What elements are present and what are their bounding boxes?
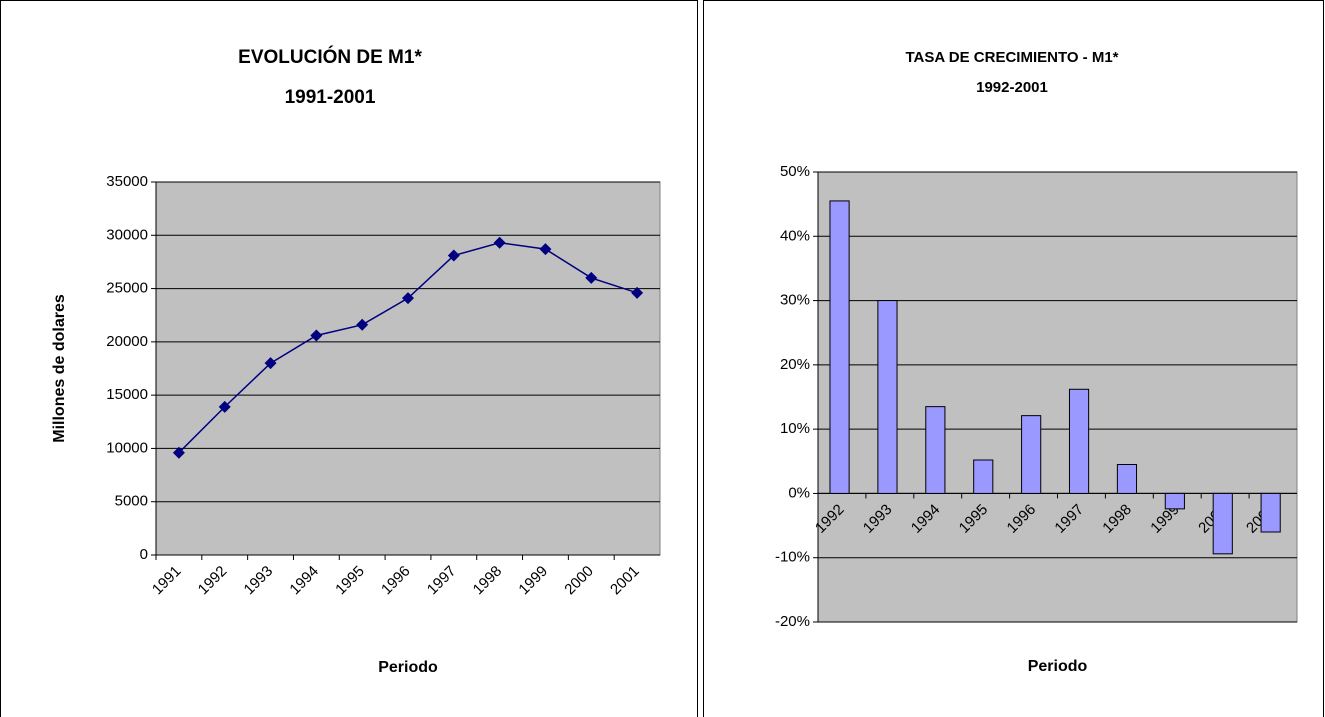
y-tick-label: -10% (775, 549, 810, 566)
y-tick-label: 50% (780, 163, 810, 180)
y-tick-label: 0 (140, 546, 148, 563)
bar (1164, 492, 1185, 510)
bar (1260, 492, 1281, 533)
marker (356, 318, 369, 331)
y-tick-label: 30% (780, 292, 810, 309)
x-axis-label: Periodo (378, 659, 438, 676)
y-tick-label: 30000 (106, 226, 148, 243)
y-tick-label: 35000 (106, 173, 148, 190)
y-tick-label: 10000 (106, 439, 148, 456)
bar (973, 459, 994, 494)
marker (218, 400, 231, 413)
bar (1021, 415, 1042, 494)
bar (1068, 388, 1090, 494)
y-tick-label: 25000 (106, 280, 148, 297)
bar (925, 406, 946, 494)
marker (402, 292, 414, 305)
chart-subtitle: 1992-2001 (976, 79, 1048, 96)
marker (539, 243, 552, 256)
marker (493, 236, 506, 249)
plot-area (155, 181, 661, 556)
y-tick-label: 20% (780, 356, 810, 373)
y-tick-label: 0% (788, 484, 810, 501)
bar (1116, 464, 1138, 494)
y-tick-label: 15000 (106, 386, 148, 403)
marker (310, 329, 323, 342)
marker (264, 357, 277, 370)
y-tick-label: 5000 (115, 493, 148, 510)
marker (631, 286, 644, 299)
y-tick-label: 10% (780, 420, 810, 437)
marker (447, 249, 460, 262)
y-tick-label: -20% (775, 613, 810, 630)
y-tick-label: 20000 (106, 333, 148, 350)
chart-subtitle: 1991-2001 (285, 87, 376, 108)
bar (877, 300, 898, 494)
marker (585, 271, 598, 284)
y-tick-label: 40% (780, 227, 810, 244)
bar (829, 200, 850, 494)
x-axis-label: Periodo (1028, 658, 1088, 675)
chart-title: TASA DE CRECIMIENTO - M1* (905, 49, 1118, 66)
bar (1212, 492, 1233, 555)
chart-title: EVOLUCIÓN DE M1* (238, 46, 422, 68)
marker (172, 446, 185, 459)
y-axis-label: Millones de dolares (51, 294, 68, 443)
